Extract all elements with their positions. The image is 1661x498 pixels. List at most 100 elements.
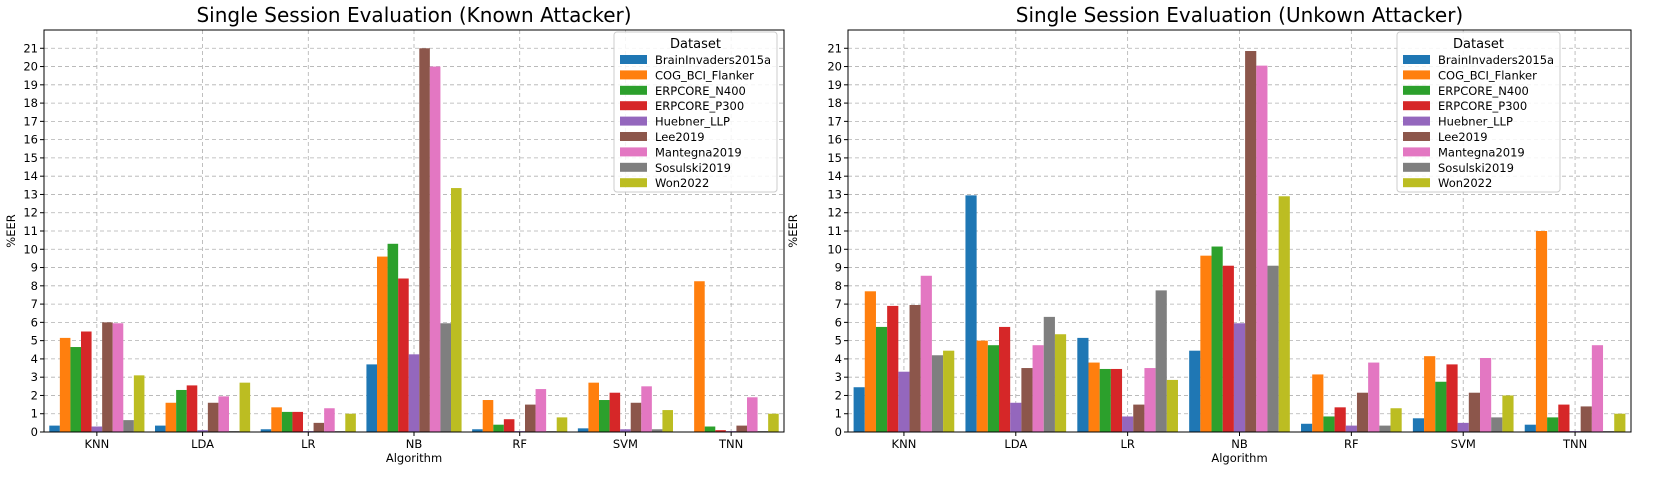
y-tick-label: 19 (827, 78, 842, 92)
legend-swatch (1403, 70, 1430, 80)
bar-BrainInvaders2015a-NB (1189, 350, 1201, 432)
bar-Lee2019-KNN (909, 305, 921, 432)
y-tick-label: 3 (31, 370, 38, 384)
bar-ERPCORE_P300-LDA (186, 385, 198, 432)
y-tick-label: 16 (827, 133, 842, 147)
bar-BrainInvaders2015a-SVM (577, 428, 589, 432)
bar-Won2022-LR (1166, 379, 1178, 432)
x-axis-title: Algorithm (1211, 451, 1267, 465)
bar-ERPCORE_N400-KNN (875, 326, 888, 432)
legend-swatch (620, 162, 647, 172)
bar-Won2022-RF (1390, 408, 1402, 432)
legend-swatch (620, 85, 647, 95)
x-axis-title: Algorithm (386, 451, 442, 465)
bar-COG_BCI_Flanker-LR (271, 407, 282, 432)
bar-COG_BCI_Flanker-LDA (976, 340, 988, 432)
bar-Lee2019-LR (313, 422, 325, 432)
bar-Mantegna2019-TNN (747, 397, 758, 432)
legend-label: BrainInvaders2015a (655, 53, 771, 67)
bar-ERPCORE_P300-KNN (81, 331, 92, 432)
y-axis-title: %EER (4, 214, 18, 247)
bar-Sosulski2019-NB (440, 323, 451, 432)
bar-Sosulski2019-SVM (1491, 417, 1503, 432)
bar-Lee2019-RF (1356, 392, 1369, 432)
bar-Lee2019-LDA (1021, 368, 1033, 432)
bar-ERPCORE_P300-TNN (1558, 404, 1570, 432)
bar-COG_BCI_Flanker-KNN (864, 291, 876, 432)
bar-Sosulski2019-KNN (931, 355, 944, 432)
legend-swatch (1403, 101, 1430, 111)
x-tick-label: LDA (1004, 437, 1027, 451)
bar-Sosulski2019-RF (1379, 425, 1391, 432)
legend-swatch (1403, 116, 1430, 126)
legend-swatch (620, 116, 647, 126)
bar-Won2022-LDA (1054, 334, 1067, 432)
bar-BrainInvaders2015a-KNN (853, 387, 865, 432)
y-tick-label: 1 (835, 407, 842, 421)
bar-Huebner_LLP-NB (1233, 323, 1246, 432)
bar-Sosulski2019-LR (1155, 290, 1167, 432)
bar-ERPCORE_N400-KNN (70, 347, 81, 432)
legend-label: COG_BCI_Flanker (1438, 68, 1537, 82)
legend-box (613, 31, 778, 193)
y-axis-title: %EER (786, 214, 800, 247)
bar-ERPCORE_N400-RF (1323, 416, 1335, 432)
bar-ERPCORE_N400-TNN (704, 426, 716, 432)
legend-label: Sosulski2019 (1438, 161, 1514, 175)
bar-Lee2019-KNN (102, 322, 113, 432)
y-tick-label: 10 (827, 242, 842, 256)
x-tick-label: TNN (718, 437, 743, 451)
y-tick-label: 2 (835, 388, 842, 402)
bar-Lee2019-LR (1133, 404, 1145, 432)
bar-ERPCORE_N400-TNN (1547, 417, 1559, 432)
bar-BrainInvaders2015a-LDA (155, 425, 166, 432)
bar-Huebner_LLP-LDA (1010, 402, 1022, 432)
legend-swatch (620, 55, 647, 64)
bar-Mantegna2019-KNN (112, 323, 124, 432)
x-tick-label: KNN (892, 437, 917, 451)
bar-Mantegna2019-RF (1368, 362, 1380, 432)
bar-ERPCORE_N400-LDA (987, 345, 1000, 432)
x-tick-label: RF (512, 437, 527, 451)
y-tick-label: 15 (23, 151, 38, 165)
bar-Won2022-KNN (943, 350, 955, 432)
legend-box (1396, 31, 1561, 193)
legend-label: Mantegna2019 (1438, 145, 1525, 159)
y-tick-label: 18 (827, 96, 842, 110)
bar-Won2022-LR (345, 413, 356, 432)
bar-BrainInvaders2015a-LR (260, 429, 272, 432)
legend-swatch (620, 178, 647, 188)
y-tick-label: 13 (827, 187, 842, 201)
legend-label: Huebner_LLP (1438, 115, 1513, 129)
bar-COG_BCI_Flanker-SVM (588, 382, 599, 432)
y-tick-label: 5 (31, 334, 38, 348)
legend-label: Lee2019 (1438, 130, 1488, 144)
y-tick-label: 4 (835, 352, 842, 366)
bar-Sosulski2019-NB (1267, 265, 1279, 432)
bar-Huebner_LLP-SVM (620, 429, 631, 432)
legend-swatch (1403, 147, 1430, 157)
bar-Mantegna2019-SVM (641, 386, 652, 432)
y-tick-label: 3 (835, 370, 842, 384)
legend-swatch (1403, 55, 1430, 64)
legend-label: COG_BCI_Flanker (655, 68, 754, 82)
x-tick-label: LDA (191, 437, 214, 451)
bar-Lee2019-SVM (630, 402, 642, 432)
bar-ERPCORE_P300-LDA (999, 326, 1011, 432)
bar-Mantegna2019-LDA (1032, 345, 1044, 432)
bar-BrainInvaders2015a-SVM (1412, 418, 1425, 432)
bar-Mantegna2019-TNN (1591, 345, 1604, 432)
bar-BrainInvaders2015a-LDA (965, 195, 977, 432)
y-tick-label: 7 (835, 297, 842, 311)
bar-Mantegna2019-LR (1144, 368, 1156, 432)
legend-label: Mantegna2019 (655, 145, 742, 159)
legend-swatch (620, 70, 647, 80)
y-tick-label: 1 (31, 407, 38, 421)
legend-label: Won2022 (1438, 176, 1492, 190)
bar-ERPCORE_N400-NB (1211, 246, 1223, 432)
y-tick-label: 13 (23, 187, 38, 201)
y-tick-label: 12 (23, 206, 38, 220)
bar-ERPCORE_N400-LR (281, 411, 293, 432)
y-tick-label: 20 (827, 60, 842, 74)
